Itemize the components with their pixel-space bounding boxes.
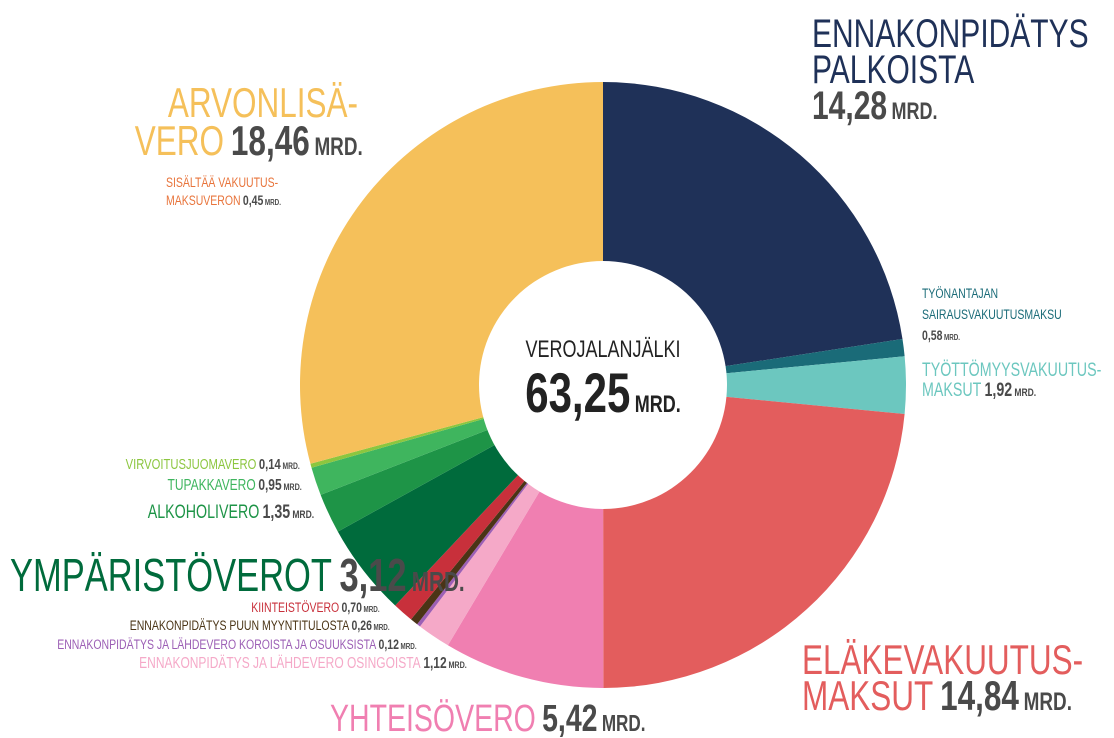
value-unit: MRD. <box>448 659 466 670</box>
value-unit: MRD. <box>602 712 646 737</box>
value-label: 0,58 MRD. <box>922 328 960 344</box>
value-number: 0,26 <box>352 618 373 634</box>
label: ENNAKONPIDÄTYS PUUN MYYNTITULOSTA 0,26 MRD… <box>130 618 390 634</box>
category-label: SISÄLTÄÄ VAKUUTUS-MAKSUVERON <box>166 175 278 209</box>
value-unit: MRD. <box>401 641 417 651</box>
center-title-group: VEROJALANJÄLKI <box>526 336 681 363</box>
category-label: VIRVOITUSJUOMAVERO <box>126 455 257 472</box>
value-unit: MRD. <box>364 604 380 614</box>
center-value: 63,25 <box>525 362 630 424</box>
value-unit: MRD. <box>944 332 960 342</box>
slice <box>310 415 489 468</box>
label: TUPAKKAVERO 0,95 MRD. <box>168 475 302 493</box>
category-label: ELÄKEVAKUUTUS-MAKSUT <box>802 636 1083 720</box>
value-number: 18,46 <box>231 117 310 165</box>
label: TYÖNANTAJAN SAIRAUSVAKUUTUSMAKSU 0,58 MRD. <box>922 286 1062 344</box>
category-label: ENNAKONPIDÄTYS JA LÄHDEVERO OSINGOISTA <box>139 653 421 671</box>
value-number: 14,28 <box>812 84 887 128</box>
label: VIRVOITUSJUOMAVERO 0,14 MRD. <box>126 455 300 472</box>
slice <box>311 417 493 495</box>
value-label: 0,95 MRD. <box>258 475 301 493</box>
label: YHTEISÖVERO 5,42 MRD. <box>330 698 645 738</box>
value-label: 1,92 MRD. <box>984 379 1036 400</box>
slice <box>320 428 499 532</box>
category-label: ARVONLISÄ-VERO <box>135 79 358 165</box>
label: KIINTEISTÖVERO 0,70 MRD. <box>251 600 379 616</box>
value-label: 14,84 MRD. <box>940 672 1072 720</box>
slice <box>337 442 522 606</box>
value-number: 1,92 <box>984 379 1012 400</box>
category-label: YMPÄRISTÖVEROT <box>10 549 332 601</box>
value-number: 0,45 <box>243 193 264 209</box>
label: ALKOHOLIVERO 1,35 MRD. <box>148 501 315 522</box>
value-label: 0,14 MRD. <box>259 455 300 472</box>
category-label: TYÖNANTAJAN SAIRAUSVAKUUTUSMAKSU <box>922 286 1062 323</box>
slice <box>419 479 543 646</box>
label: ENNAKONPIDÄTYS JA LÄHDEVERO KOROISTA JA … <box>57 637 416 653</box>
value-number: 5,42 <box>542 698 597 738</box>
value-unit: MRD. <box>282 461 299 471</box>
slices <box>300 82 906 689</box>
value-unit: MRD. <box>265 197 281 207</box>
value-number: 0,58 <box>922 328 943 344</box>
slice <box>720 338 905 374</box>
category-label: YHTEISÖVERO <box>330 698 536 738</box>
category-label: ENNAKONPIDÄTYS PALKOISTA <box>812 12 1089 92</box>
value-label: 5,42 MRD. <box>542 698 645 738</box>
slice <box>300 82 603 464</box>
value-label: 18,46 MRD. <box>231 117 363 165</box>
value-label: 1,35 MRD. <box>262 501 314 522</box>
donut-hole <box>479 261 727 509</box>
value-label: 14,28 MRD. <box>812 84 938 128</box>
label: SISÄLTÄÄ VAKUUTUS-MAKSUVERON 0,45 MRD. <box>166 175 281 209</box>
value-number: 1,12 <box>423 653 446 671</box>
value-label: 0,26 MRD. <box>352 618 390 634</box>
value-label: 3,12 MRD. <box>339 549 464 601</box>
label: YMPÄRISTÖVEROT 3,12 MRD. <box>10 549 465 601</box>
value-number: 3,12 <box>339 549 406 601</box>
category-label: KIINTEISTÖVERO <box>251 600 339 616</box>
category-label: ENNAKONPIDÄTYS PUUN MYYNTITULOSTA <box>130 618 350 634</box>
value-number: 0,12 <box>379 637 400 653</box>
value-number: 0,70 <box>342 600 363 616</box>
category-label: ALKOHOLIVERO <box>148 501 260 522</box>
center-title: VEROJALANJÄLKI <box>526 336 681 363</box>
value-unit: MRD. <box>1014 387 1036 399</box>
slice <box>417 478 532 627</box>
value-unit: MRD. <box>314 132 362 160</box>
value-label: 0,12 MRD. <box>379 637 417 653</box>
category-label: TUPAKKAVERO <box>168 475 256 493</box>
value-label: 1,12 MRD. <box>423 653 466 671</box>
value-unit: MRD. <box>292 509 314 521</box>
value-number: 0,14 <box>259 455 281 472</box>
value-number: 1,35 <box>262 501 290 522</box>
slice <box>410 477 530 625</box>
value-label: 0,45 MRD. <box>243 193 281 209</box>
label: ELÄKEVAKUUTUS-MAKSUT 14,84 MRD. <box>802 636 1083 720</box>
label: ENNAKONPIDÄTYS JA LÄHDEVERO OSINGOISTA 1,… <box>139 653 467 671</box>
center-unit: MRD. <box>635 392 681 418</box>
category-label: ENNAKONPIDÄTYS JA LÄHDEVERO KOROISTA JA … <box>57 637 377 653</box>
value-number: 14,84 <box>940 672 1019 720</box>
label: TYÖTTÖMYYSVAKUUTUS-MAKSUT 1,92 MRD. <box>922 359 1101 400</box>
value-unit: MRD. <box>374 622 390 632</box>
slice <box>603 396 905 688</box>
label: ARVONLISÄ-VERO 18,46 MRD. <box>135 79 363 165</box>
value-unit: MRD. <box>283 481 301 492</box>
slice <box>603 82 903 367</box>
center-value-wrap: 63,25 MRD. <box>525 362 681 424</box>
slice <box>447 487 604 689</box>
slice <box>721 356 906 414</box>
center-value-group: 63,25 MRD. <box>525 362 681 424</box>
value-label: 0,70 MRD. <box>342 600 380 616</box>
value-unit: MRD. <box>412 567 465 598</box>
value-number: 0,95 <box>258 475 281 493</box>
value-unit: MRD. <box>1024 687 1072 715</box>
slice <box>395 471 528 620</box>
value-unit: MRD. <box>892 99 938 125</box>
category-label: TYÖTTÖMYYSVAKUUTUS-MAKSUT <box>922 359 1101 400</box>
